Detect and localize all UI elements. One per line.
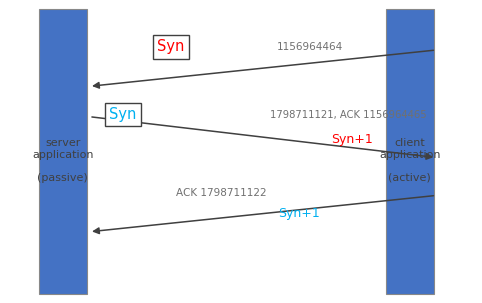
Text: Syn: Syn	[158, 39, 185, 55]
Text: 1798711121, ACK 1156964465: 1798711121, ACK 1156964465	[270, 109, 427, 120]
Bar	[39, 9, 87, 294]
Text: ACK 1798711122: ACK 1798711122	[176, 188, 267, 198]
Text: Syn+1: Syn+1	[278, 207, 320, 220]
Bar	[386, 9, 434, 294]
Text: Syn: Syn	[109, 107, 136, 122]
Text: server
application

(passive): server application (passive)	[32, 138, 94, 183]
Text: 1156964464: 1156964464	[277, 42, 343, 52]
Text: client
application

(active): client application (active)	[379, 138, 441, 183]
Text: Syn+1: Syn+1	[331, 133, 373, 146]
